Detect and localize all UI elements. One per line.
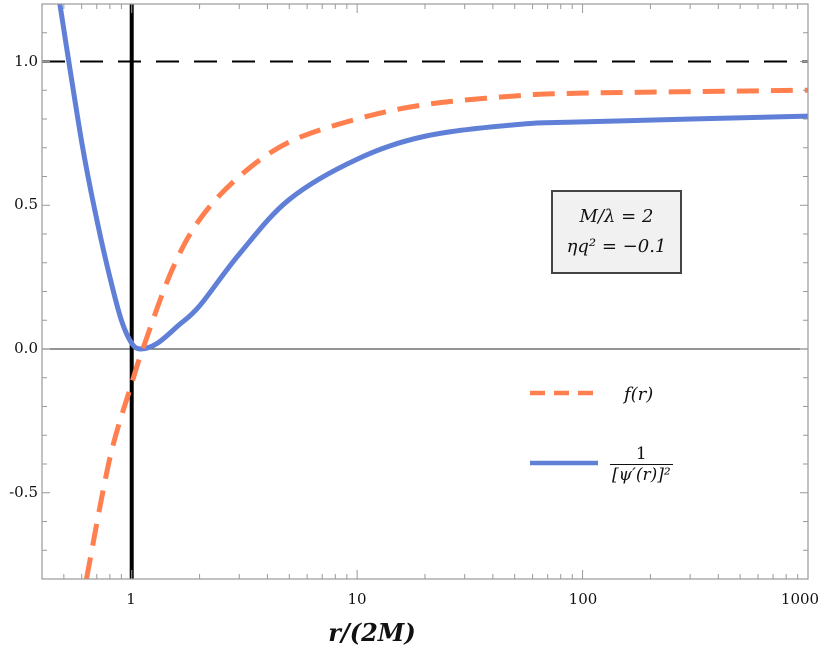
x-tick-label: 10 (347, 590, 367, 608)
y-tick-label: 0.0 (14, 339, 38, 357)
x-axis-label: r/(2M) (328, 618, 416, 647)
x-tick-label: 100 (568, 590, 598, 608)
y-tick-label: -0.5 (9, 483, 38, 501)
legend-psi-numerator: 1 (610, 444, 673, 465)
psi-curve (57, 4, 808, 352)
y-tick-label: 0.5 (14, 195, 38, 213)
x-tick-label: 1 (126, 590, 136, 608)
f-curve (84, 87, 808, 579)
parameter-annotation-box: M/λ = 2 ηq² = −0.1 (551, 190, 682, 274)
legend-psi-denominator: [ψ′(r)]² (612, 465, 671, 485)
y-tick-label: 1.0 (14, 52, 38, 70)
plot-frame (41, 3, 809, 580)
legend-label-psi: 1 [ψ′(r)]² (610, 444, 673, 485)
x-tick-label: 1000 (780, 590, 820, 608)
annotation-line-2: ηq² = −0.1 (566, 236, 667, 257)
annotation-line-1: M/λ = 2 (579, 206, 654, 227)
legend-label-f: f(r) (624, 384, 654, 405)
